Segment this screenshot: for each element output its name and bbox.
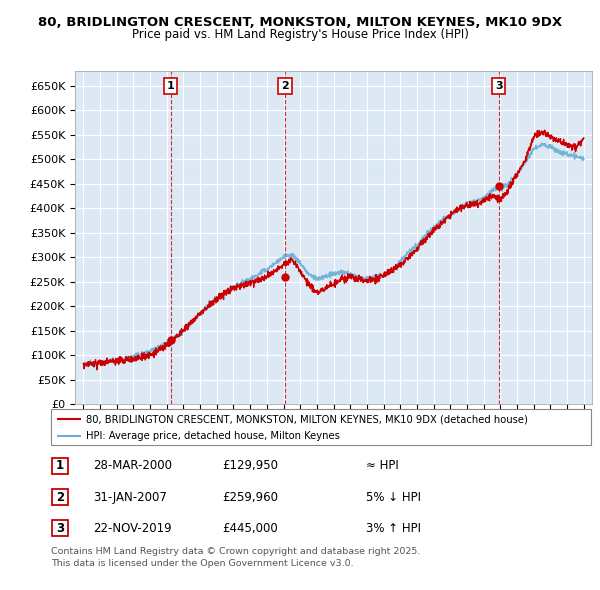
Text: ≈ HPI: ≈ HPI [366, 459, 399, 473]
Text: 1: 1 [167, 81, 175, 91]
Text: HPI: Average price, detached house, Milton Keynes: HPI: Average price, detached house, Milt… [86, 431, 340, 441]
Text: 28-MAR-2000: 28-MAR-2000 [93, 459, 172, 473]
FancyBboxPatch shape [52, 489, 68, 505]
Text: 1: 1 [56, 459, 64, 473]
Text: Contains HM Land Registry data © Crown copyright and database right 2025.
This d: Contains HM Land Registry data © Crown c… [51, 547, 421, 568]
Text: 80, BRIDLINGTON CRESCENT, MONKSTON, MILTON KEYNES, MK10 9DX: 80, BRIDLINGTON CRESCENT, MONKSTON, MILT… [38, 16, 562, 29]
FancyBboxPatch shape [51, 409, 591, 445]
FancyBboxPatch shape [52, 520, 68, 536]
Text: 3% ↑ HPI: 3% ↑ HPI [366, 522, 421, 535]
Text: 3: 3 [56, 522, 64, 535]
Text: £129,950: £129,950 [222, 459, 278, 473]
Text: 3: 3 [495, 81, 503, 91]
Text: 31-JAN-2007: 31-JAN-2007 [93, 490, 167, 504]
Text: 22-NOV-2019: 22-NOV-2019 [93, 522, 172, 535]
Text: Price paid vs. HM Land Registry's House Price Index (HPI): Price paid vs. HM Land Registry's House … [131, 28, 469, 41]
FancyBboxPatch shape [52, 458, 68, 474]
Text: 2: 2 [56, 490, 64, 504]
Text: £259,960: £259,960 [222, 490, 278, 504]
Text: 80, BRIDLINGTON CRESCENT, MONKSTON, MILTON KEYNES, MK10 9DX (detached house): 80, BRIDLINGTON CRESCENT, MONKSTON, MILT… [86, 414, 528, 424]
Text: 5% ↓ HPI: 5% ↓ HPI [366, 490, 421, 504]
Text: 2: 2 [281, 81, 289, 91]
Text: £445,000: £445,000 [222, 522, 278, 535]
